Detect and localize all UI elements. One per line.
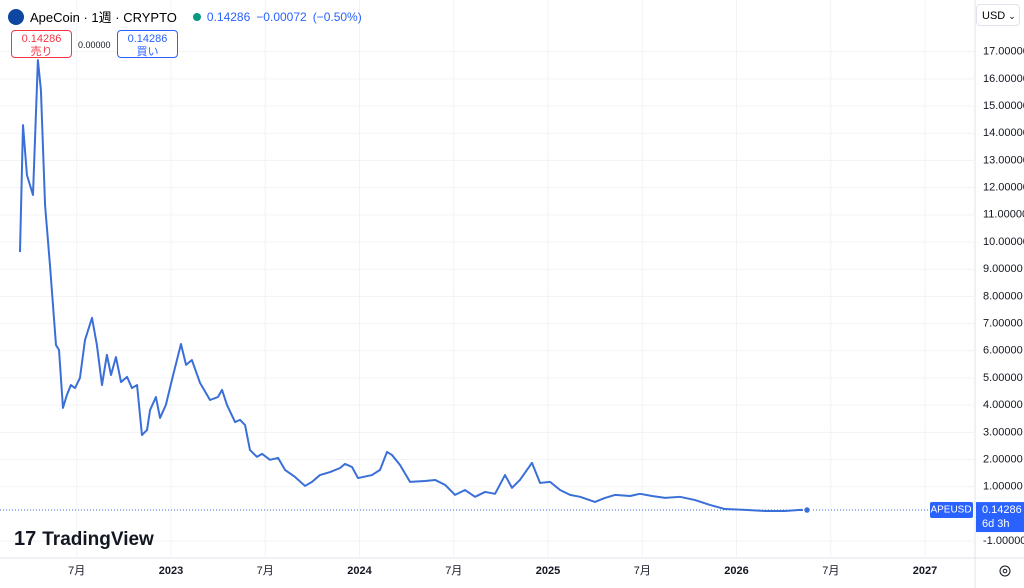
y-tick-label: 4.00000 [983,399,1023,411]
y-tick-label: 9.00000 [983,263,1023,275]
y-tick-label: 15.00000 [983,100,1024,112]
y-tick-label: 11.00000 [983,209,1024,221]
y-tick-label: 16.00000 [983,73,1024,85]
y-tick-label: 10.00000 [983,236,1024,248]
symbol-tag [930,502,973,519]
y-tick-label: 8.00000 [983,290,1023,302]
last-price: 0.14286 [206,9,251,24]
x-tick-label: 2024 [347,565,372,577]
settings-icon[interactable] [999,565,1011,577]
plot [0,59,975,515]
symbol-tag-label: APEUSD [930,505,971,516]
x-tick-label: 7月 [822,565,839,577]
price-change: −0.00072 [256,9,307,24]
branding-text: TradingView [42,528,154,550]
axes: 17.00000 16.00000 15.00000 14.00000 13.00000… [68,46,1024,577]
y-tick-label: -1.00000 [983,535,1024,547]
market-status [192,12,201,21]
grid [0,0,975,558]
x-tick-label: 7月 [257,565,274,577]
y-tick-label: 6.00000 [983,345,1023,357]
y-tick-label: 12.00000 [983,182,1024,194]
x-tick-label: 2025 [536,565,560,577]
x-tick-label: 7月 [445,565,462,577]
y-tick-label: 1.00000 [983,481,1023,493]
buy-button[interactable]: 0.14286 買い [117,30,178,58]
y-tick-label: 2.00000 [983,453,1023,465]
x-tick-label: 7月 [68,565,85,577]
countdown: 6d 3h [982,518,1010,530]
price-tag [976,502,1024,533]
symbol-title[interactable]: ApeCoin · 1週 · CRYPTO [30,10,177,25]
y-tick-label: 13.00000 [983,154,1024,166]
price-tag-value: 0.14286 [982,504,1022,516]
x-tick-label: 2023 [159,565,183,577]
y-tick-label: 7.00000 [983,317,1023,329]
sell-label: 売り [30,46,53,58]
price-change-pct: (−0.50%) [312,9,362,24]
y-tick-label: 5.00000 [983,372,1023,384]
symbol-header: ApeCoin · 1週 · CRYPTO 0.14286 −0.00072 (… [8,7,362,26]
y-tick-label: 3.00000 [983,426,1023,438]
buy-label: 買い [136,46,159,58]
price-line [18,59,808,512]
currency-select[interactable]: USD ⌄ [976,4,1020,26]
x-tick-label: 2027 [913,565,937,577]
symbol-logo [8,8,24,25]
x-tick-label: 2026 [724,565,748,577]
sell-button[interactable]: 0.14286 売り [11,30,72,58]
spread: 0.00000 [78,40,111,50]
buy-price: 0.14286 [127,33,168,45]
branding: 17 TradingView [14,528,154,550]
y-tick-label: 14.00000 [983,127,1024,139]
last-point [802,505,812,515]
sell-price: 0.14286 [21,33,62,45]
x-tick-label: 7月 [634,565,651,577]
currency: USD [982,10,1006,22]
y-tick-label: 17.00000 [983,46,1024,58]
